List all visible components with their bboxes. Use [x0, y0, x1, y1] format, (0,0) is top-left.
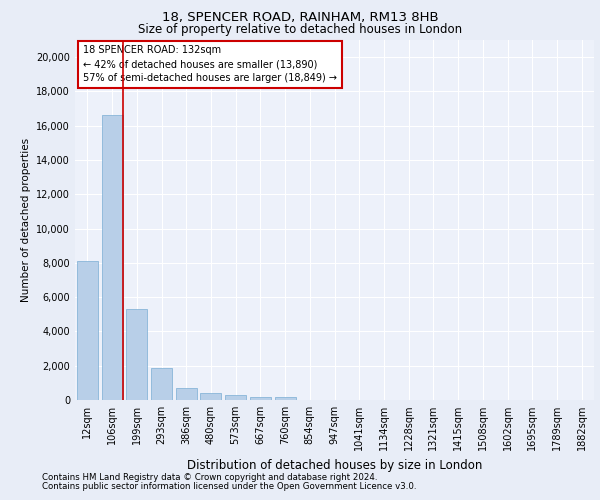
X-axis label: Distribution of detached houses by size in London: Distribution of detached houses by size …	[187, 458, 482, 471]
Text: 18, SPENCER ROAD, RAINHAM, RM13 8HB: 18, SPENCER ROAD, RAINHAM, RM13 8HB	[161, 12, 439, 24]
Bar	[225, 395, 246, 400]
Text: Contains HM Land Registry data © Crown copyright and database right 2024.: Contains HM Land Registry data © Crown c…	[42, 474, 377, 482]
Bar	[176, 388, 197, 400]
Bar	[151, 368, 172, 400]
Bar	[250, 396, 271, 400]
Bar	[200, 394, 221, 400]
Text: Size of property relative to detached houses in London: Size of property relative to detached ho…	[138, 22, 462, 36]
Y-axis label: Number of detached properties: Number of detached properties	[21, 138, 31, 302]
Bar	[126, 309, 147, 400]
Bar	[77, 261, 98, 400]
Bar	[101, 116, 122, 400]
Text: 18 SPENCER ROAD: 132sqm
← 42% of detached houses are smaller (13,890)
57% of sem: 18 SPENCER ROAD: 132sqm ← 42% of detache…	[83, 46, 337, 84]
Bar	[275, 397, 296, 400]
Text: Contains public sector information licensed under the Open Government Licence v3: Contains public sector information licen…	[42, 482, 416, 491]
